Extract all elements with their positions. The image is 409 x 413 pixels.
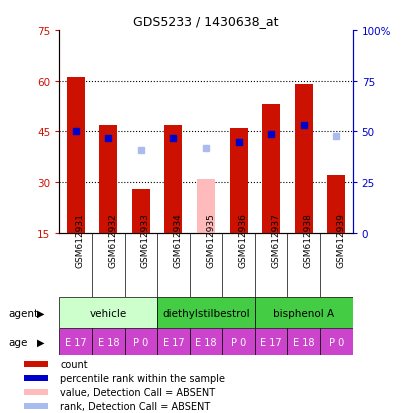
Bar	[254, 328, 287, 355]
Text: GSM612937: GSM612937	[270, 212, 279, 267]
Bar	[287, 328, 319, 355]
Text: P 0: P 0	[133, 337, 148, 347]
Text: vehicle: vehicle	[90, 308, 127, 318]
Text: P 0: P 0	[230, 337, 246, 347]
Bar	[326, 176, 344, 233]
Text: GSM612936: GSM612936	[238, 212, 247, 267]
Text: E 17: E 17	[65, 337, 86, 347]
Text: rank, Detection Call = ABSENT: rank, Detection Call = ABSENT	[60, 401, 210, 411]
Bar	[229, 129, 247, 233]
Bar	[24, 375, 48, 382]
Text: GSM612931: GSM612931	[76, 212, 85, 267]
Text: E 18: E 18	[97, 337, 119, 347]
Text: GSM612939: GSM612939	[335, 212, 344, 267]
Text: GSM612932: GSM612932	[108, 212, 117, 267]
Bar	[157, 328, 189, 355]
Text: agent: agent	[8, 308, 38, 318]
Text: value, Detection Call = ABSENT: value, Detection Call = ABSENT	[60, 387, 215, 397]
Text: P 0: P 0	[328, 337, 343, 347]
Text: diethylstilbestrol: diethylstilbestrol	[162, 308, 249, 318]
Bar	[24, 403, 48, 409]
Bar	[254, 297, 352, 328]
Bar	[157, 297, 254, 328]
Bar	[67, 78, 85, 233]
Bar	[124, 328, 157, 355]
Bar	[59, 328, 92, 355]
Bar	[319, 328, 352, 355]
Bar	[99, 126, 117, 233]
Text: ▶: ▶	[37, 308, 44, 318]
Bar	[24, 361, 48, 368]
Bar	[222, 328, 254, 355]
Bar	[132, 190, 149, 233]
Text: E 18: E 18	[292, 337, 314, 347]
Bar	[92, 328, 124, 355]
Bar	[189, 328, 222, 355]
Text: age: age	[8, 337, 27, 347]
Bar	[294, 85, 312, 233]
Bar	[262, 105, 279, 233]
Bar	[197, 179, 214, 233]
Bar	[164, 126, 182, 233]
Text: bisphenol A: bisphenol A	[272, 308, 333, 318]
Bar	[59, 297, 157, 328]
Text: GSM612938: GSM612938	[303, 212, 312, 267]
Text: GSM612933: GSM612933	[141, 212, 150, 267]
Text: E 18: E 18	[195, 337, 216, 347]
Bar	[24, 389, 48, 395]
Text: ▶: ▶	[37, 337, 44, 347]
Text: GSM612934: GSM612934	[173, 212, 182, 267]
Text: E 17: E 17	[162, 337, 184, 347]
Text: E 17: E 17	[260, 337, 281, 347]
Text: percentile rank within the sample: percentile rank within the sample	[60, 373, 225, 383]
Text: count: count	[60, 359, 88, 369]
Text: GSM612935: GSM612935	[206, 212, 214, 267]
Title: GDS5233 / 1430638_at: GDS5233 / 1430638_at	[133, 15, 278, 28]
